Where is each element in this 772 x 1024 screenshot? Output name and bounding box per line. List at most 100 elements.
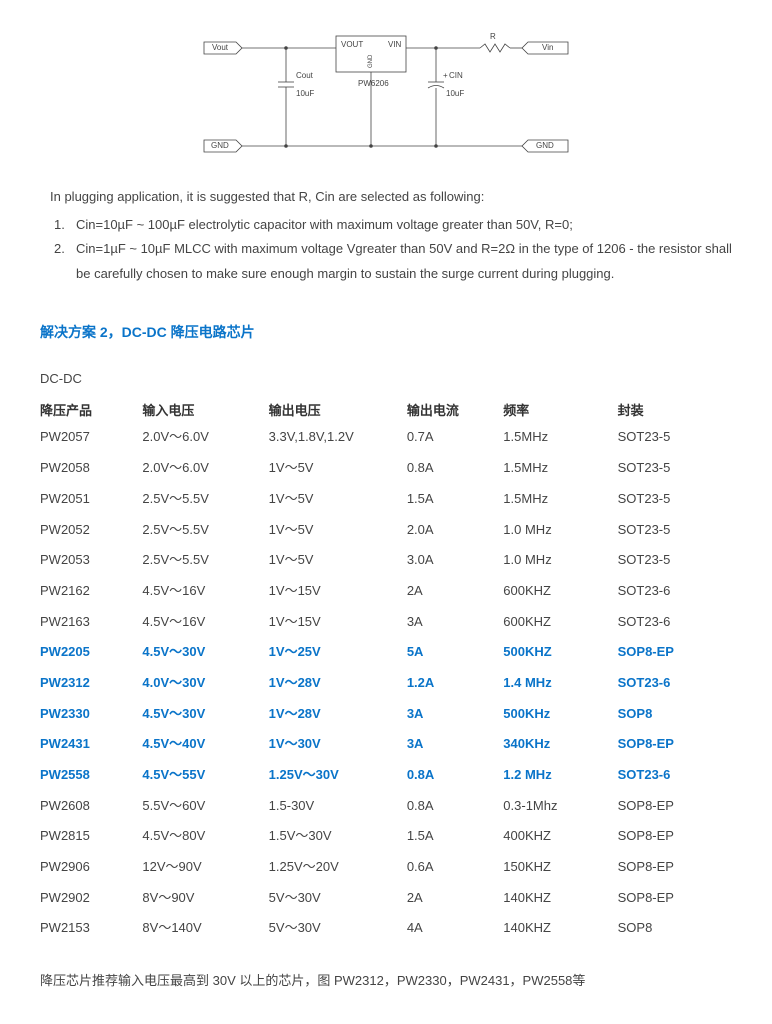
table-cell: 2.0V～6.0V	[142, 422, 268, 453]
table-cell: 1V～5V	[269, 545, 407, 576]
table-cell: PW2163	[40, 607, 142, 638]
table-cell: 600KHZ	[503, 607, 617, 638]
table-cell: 4.5V～55V	[142, 760, 268, 791]
table-cell: 5V～30V	[269, 913, 407, 944]
table-cell: 340KHz	[503, 729, 617, 760]
table-row: PW25584.5V～55V1.25V～30V0.8A1.2 MHzSOT23-…	[40, 760, 732, 791]
table-row: PW29028V～90V5V～30V2A140KHZSOP8-EP	[40, 883, 732, 914]
svg-text:VOUT: VOUT	[341, 40, 363, 49]
table-cell: SOP8-EP	[618, 791, 732, 822]
svg-text:CIN: CIN	[449, 71, 463, 80]
table-cell: 2.0V～6.0V	[142, 453, 268, 484]
table-cell: 1.2A	[407, 668, 503, 699]
table-row: PW20582.0V～6.0V1V～5V0.8A1.5MHzSOT23-5	[40, 453, 732, 484]
table-row: PW22054.5V～30V1V～25V5A500KHZSOP8-EP	[40, 637, 732, 668]
table-cell: 3A	[407, 699, 503, 730]
table-cell: 1.4 MHz	[503, 668, 617, 699]
table-row: PW23124.0V～30V1V～28V1.2A1.4 MHzSOT23-6	[40, 668, 732, 699]
table-cell: 1V～5V	[269, 515, 407, 546]
table-cell: 600KHZ	[503, 576, 617, 607]
table-cell: SOP8	[618, 699, 732, 730]
notes-intro: In plugging application, it is suggested…	[50, 185, 732, 210]
notes-list: Cin=10µF ~ 100µF electrolytic capacitor …	[50, 213, 732, 287]
table-cell: 1.0 MHz	[503, 515, 617, 546]
table-cell: 1.5MHz	[503, 453, 617, 484]
svg-text:PW6206: PW6206	[358, 79, 389, 88]
table-cell: 0.8A	[407, 453, 503, 484]
svg-text:10uF: 10uF	[296, 89, 314, 98]
table-cell: 1.25V～30V	[269, 760, 407, 791]
table-cell: 2.5V～5.5V	[142, 545, 268, 576]
table-cell: 1.0 MHz	[503, 545, 617, 576]
table-cell: 1V～15V	[269, 607, 407, 638]
table-cell: SOP8-EP	[618, 821, 732, 852]
table-cell: 1V～28V	[269, 668, 407, 699]
table-cell: SOP8	[618, 913, 732, 944]
table-cell: 2.0A	[407, 515, 503, 546]
table-cell: PW2052	[40, 515, 142, 546]
table-cell: 1V～28V	[269, 699, 407, 730]
section2-footnote: 降压芯片推荐输入电压最高到 30V 以上的芯片，图 PW2312，PW2330，…	[40, 969, 732, 994]
svg-text:GND: GND	[536, 141, 554, 150]
table-cell: 4.5V～16V	[142, 607, 268, 638]
table-cell: PW2431	[40, 729, 142, 760]
table-cell: 500KHz	[503, 699, 617, 730]
svg-text:+: +	[443, 71, 448, 80]
table-cell: 1.5MHz	[503, 422, 617, 453]
table-cell: 1V～5V	[269, 453, 407, 484]
table-cell: 4.5V～80V	[142, 821, 268, 852]
table-cell: 500KHZ	[503, 637, 617, 668]
table-cell: SOP8-EP	[618, 729, 732, 760]
table-cell: 2.5V～5.5V	[142, 484, 268, 515]
notes-block: In plugging application, it is suggested…	[50, 185, 732, 287]
table-cell: 3.3V,1.8V,1.2V	[269, 422, 407, 453]
table-cell: 1V～25V	[269, 637, 407, 668]
table-cell: 140KHZ	[503, 913, 617, 944]
th-vin: 输入电压	[142, 397, 268, 422]
table-cell: 1V～30V	[269, 729, 407, 760]
th-vout: 输出电压	[269, 397, 407, 422]
table-cell: PW2558	[40, 760, 142, 791]
table-cell: 1.2 MHz	[503, 760, 617, 791]
table-cell: 5.5V～60V	[142, 791, 268, 822]
table-cell: PW2058	[40, 453, 142, 484]
table-cell: 3.0A	[407, 545, 503, 576]
table-row: PW23304.5V～30V1V～28V3A500KHzSOP8	[40, 699, 732, 730]
th-product: 降压产品	[40, 397, 142, 422]
table-cell: SOT23-5	[618, 484, 732, 515]
svg-text:R: R	[490, 32, 496, 41]
table-cell: 4.0V～30V	[142, 668, 268, 699]
table-row: PW290612V～90V1.25V～20V0.6A150KHZSOP8-EP	[40, 852, 732, 883]
table-cell: 12V～90V	[142, 852, 268, 883]
table-cell: 1.5A	[407, 484, 503, 515]
table-cell: 4A	[407, 913, 503, 944]
table-row: PW20512.5V～5.5V1V～5V1.5A1.5MHzSOT23-5	[40, 484, 732, 515]
products-table: 降压产品 输入电压 输出电压 输出电流 频率 封装 PW20572.0V～6.0…	[40, 397, 732, 944]
table-cell: PW2053	[40, 545, 142, 576]
table-cell: PW2153	[40, 913, 142, 944]
table-row: PW28154.5V～80V1.5V～30V1.5A400KHZSOP8-EP	[40, 821, 732, 852]
table-cell: 4.5V～16V	[142, 576, 268, 607]
table-row: PW20532.5V～5.5V1V～5V3.0A1.0 MHzSOT23-5	[40, 545, 732, 576]
table-cell: 5A	[407, 637, 503, 668]
table-cell: SOT23-6	[618, 668, 732, 699]
table-cell: SOT23-5	[618, 422, 732, 453]
table-cell: 4.5V～40V	[142, 729, 268, 760]
table-cell: PW2162	[40, 576, 142, 607]
table-cell: 3A	[407, 729, 503, 760]
table-cell: 0.8A	[407, 791, 503, 822]
table-cell: PW2815	[40, 821, 142, 852]
table-row: PW26085.5V～60V1.5-30V0.8A0.3-1MhzSOP8-EP	[40, 791, 732, 822]
table-cell: 4.5V～30V	[142, 699, 268, 730]
svg-text:10uF: 10uF	[446, 89, 464, 98]
table-row: PW21624.5V～16V1V～15V2A600KHZSOT23-6	[40, 576, 732, 607]
table-cell: SOT23-5	[618, 515, 732, 546]
table-cell: PW2906	[40, 852, 142, 883]
table-cell: SOT23-5	[618, 545, 732, 576]
table-cell: 5V～30V	[269, 883, 407, 914]
table-preline: DC-DC	[40, 367, 732, 392]
table-cell: 3A	[407, 607, 503, 638]
section2-title: 解决方案 2，DC-DC 降压电路芯片	[40, 322, 732, 342]
svg-text:VIN: VIN	[388, 40, 402, 49]
table-cell: 1V～15V	[269, 576, 407, 607]
